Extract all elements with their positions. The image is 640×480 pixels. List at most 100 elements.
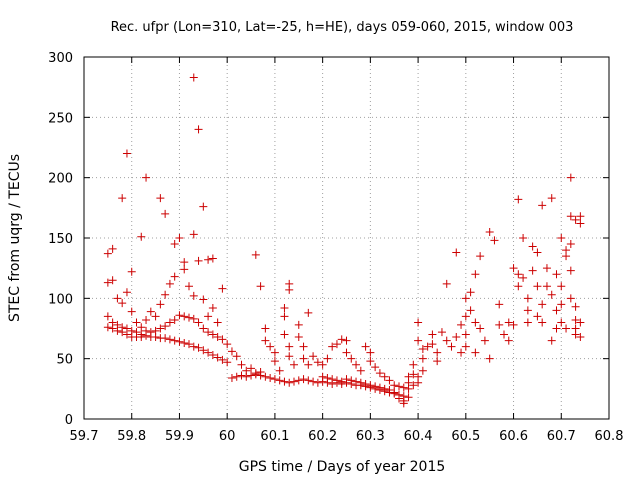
data-point	[533, 248, 542, 257]
data-point	[156, 300, 165, 309]
data-point	[485, 354, 494, 363]
data-point	[161, 209, 170, 218]
y-tick-label: 150	[48, 232, 73, 247]
data-point	[103, 312, 112, 321]
data-point	[161, 334, 170, 343]
data-point	[361, 380, 370, 389]
data-point	[562, 324, 571, 333]
data-point	[242, 372, 251, 381]
data-point	[122, 149, 131, 158]
data-point	[165, 335, 174, 344]
data-point	[280, 377, 289, 386]
y-axis-title: STEC from uqrg / TECUs	[7, 154, 23, 322]
data-point	[442, 279, 451, 288]
x-tick-label: 60.3	[356, 429, 385, 444]
data-point	[557, 318, 566, 327]
data-point	[156, 194, 165, 203]
data-point	[165, 318, 174, 327]
data-point	[452, 332, 461, 341]
data-point	[542, 264, 551, 273]
data-point	[142, 331, 151, 340]
data-point	[194, 125, 203, 134]
data-point	[151, 312, 160, 321]
data-point	[466, 306, 475, 315]
data-point	[261, 372, 270, 381]
y-tick-label: 300	[48, 51, 73, 66]
y-tick-label: 0	[65, 413, 73, 428]
data-point	[523, 306, 532, 315]
data-point	[208, 254, 217, 263]
data-point	[218, 355, 227, 364]
data-point	[218, 284, 227, 293]
data-point	[194, 256, 203, 265]
data-point	[571, 302, 580, 311]
data-point	[471, 348, 480, 357]
data-point	[342, 348, 351, 357]
data-point	[118, 194, 127, 203]
data-point	[118, 328, 127, 337]
data-point	[199, 202, 208, 211]
data-point	[285, 342, 294, 351]
data-point	[504, 318, 513, 327]
data-point	[108, 276, 117, 285]
data-point	[385, 376, 394, 385]
data-point	[418, 366, 427, 375]
data-point	[433, 348, 442, 357]
data-point	[237, 360, 246, 369]
data-point	[280, 330, 289, 339]
data-point	[566, 266, 575, 275]
data-point	[175, 311, 184, 320]
y-tick-label: 250	[48, 111, 73, 126]
data-point	[103, 278, 112, 287]
data-point	[404, 393, 413, 402]
data-point	[533, 282, 542, 291]
data-point	[457, 348, 466, 357]
data-point	[566, 173, 575, 182]
x-tick-label: 60.8	[595, 429, 624, 444]
data-point	[538, 201, 547, 210]
data-point	[304, 360, 313, 369]
data-point	[256, 371, 265, 380]
data-point	[213, 353, 222, 362]
data-point	[132, 318, 141, 327]
data-point	[208, 303, 217, 312]
data-point	[452, 248, 461, 257]
data-point	[309, 377, 318, 386]
y-tick-label: 200	[48, 172, 73, 187]
data-point	[313, 378, 322, 387]
data-point	[270, 357, 279, 366]
data-point	[199, 346, 208, 355]
data-point	[428, 340, 437, 349]
data-point	[285, 285, 294, 294]
x-tick-label: 59.7	[70, 429, 99, 444]
data-point	[409, 381, 418, 390]
data-point	[418, 354, 427, 363]
data-point	[127, 307, 136, 316]
data-point	[390, 381, 399, 390]
data-point	[375, 369, 384, 378]
data-point	[352, 377, 361, 386]
data-point	[461, 330, 470, 339]
data-point	[251, 370, 260, 379]
data-point	[204, 312, 213, 321]
data-point	[146, 307, 155, 316]
data-point	[266, 373, 275, 382]
data-point	[299, 354, 308, 363]
y-tick-label: 50	[56, 353, 73, 368]
data-point	[227, 347, 236, 356]
data-point	[447, 342, 456, 351]
x-tick-label: 60.5	[451, 429, 480, 444]
data-point	[137, 323, 146, 332]
data-point	[299, 342, 308, 351]
data-point	[175, 234, 184, 242]
data-point	[270, 375, 279, 384]
x-axis-title: GPS time / Days of year 2015	[239, 459, 446, 475]
data-point	[557, 300, 566, 309]
data-point	[137, 332, 146, 341]
data-point	[299, 375, 308, 384]
data-point	[113, 326, 122, 335]
data-point	[366, 357, 375, 366]
data-point	[232, 372, 241, 381]
data-point	[122, 330, 131, 339]
